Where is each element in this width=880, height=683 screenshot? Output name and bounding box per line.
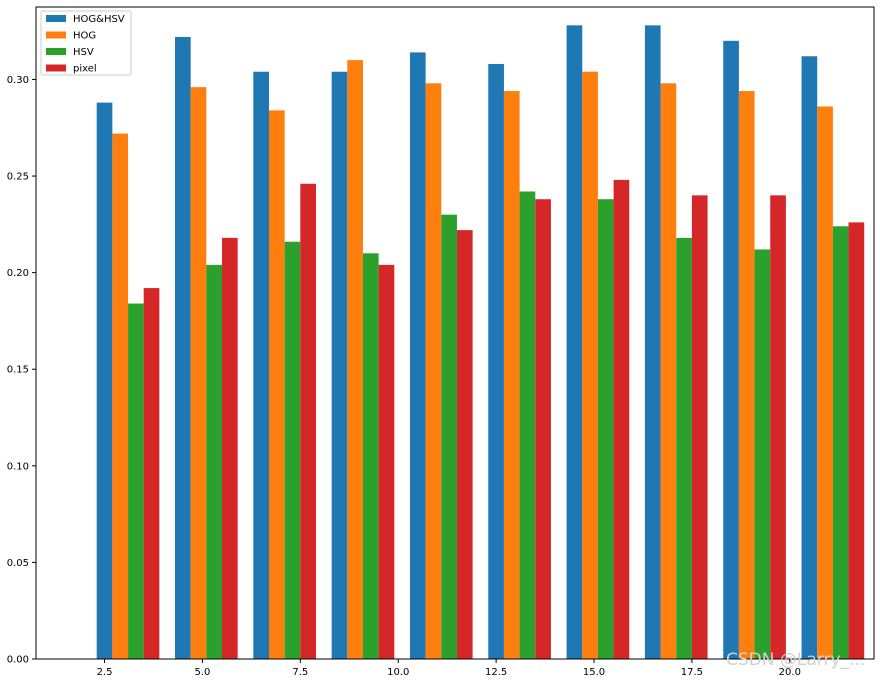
y-tick-label: 0.15: [7, 365, 29, 376]
x-axis: 2.5 5.0 7.5 10.0 12.5 15.0 17.5 20.0: [97, 659, 801, 678]
bar-pixel-10: [848, 222, 865, 659]
bar-pixel-8: [691, 195, 708, 659]
x-tick-label: 2.5: [97, 667, 113, 678]
x-tick-label: 17.5: [681, 667, 703, 678]
bar-hog-5: [425, 83, 442, 659]
y-tick-label: 0.25: [7, 172, 29, 183]
bar-hog-2: [190, 87, 207, 659]
x-tick-label: 5.0: [194, 667, 210, 678]
bar-hog-6: [503, 91, 520, 660]
bar-hsv-9: [754, 249, 771, 660]
x-tick-label: 12.5: [485, 667, 507, 678]
bar-pixel-7: [613, 179, 630, 659]
bars-group: [96, 25, 865, 660]
bar-hog-hsv-9: [723, 40, 739, 659]
bar-hog-hsv-4: [331, 71, 348, 659]
x-tick-label: 20.0: [779, 667, 801, 678]
bar-hog-9: [738, 91, 755, 660]
bar-hog-hsv-2: [175, 36, 191, 659]
bar-hog-1: [112, 133, 129, 659]
bar-hsv-7: [597, 199, 614, 660]
bar-hog-hsv-1: [96, 102, 113, 660]
y-tick-label: 0.00: [7, 655, 29, 666]
x-tick-label: 15.0: [583, 667, 605, 678]
y-tick-label: 0.05: [7, 558, 29, 569]
legend-label: HOG&HSV: [73, 14, 125, 25]
y-tick-label: 0.10: [7, 461, 29, 472]
y-tick-label: 0.20: [7, 268, 29, 279]
bar-pixel-6: [535, 199, 551, 660]
bar-hsv-10: [832, 226, 849, 659]
legend-box: [40, 10, 132, 76]
bar-hsv-1: [128, 303, 144, 659]
bar-hsv-2: [206, 264, 223, 659]
x-tick-label: 7.5: [292, 667, 308, 678]
legend-label: pixel: [73, 64, 97, 75]
bar-pixel-5: [456, 230, 473, 659]
bar-hsv-4: [362, 253, 379, 660]
bar-pixel-3: [300, 183, 316, 659]
legend: HOG&HSV HOG HSV pixel: [40, 10, 132, 76]
legend-swatch: [46, 64, 66, 72]
bar-hog-10: [817, 106, 833, 660]
bar-hog-hsv-10: [801, 56, 818, 660]
bar-pixel-2: [222, 237, 238, 659]
legend-swatch: [46, 48, 66, 55]
plot-frame: [35, 6, 875, 660]
bar-hog-hsv-6: [488, 63, 504, 660]
bar-hsv-3: [284, 241, 301, 659]
x-tick-label: 10.0: [387, 667, 409, 678]
legend-swatch: [46, 31, 66, 39]
bar-hog-hsv-3: [253, 71, 269, 659]
legend-label: HSV: [73, 47, 94, 58]
watermark-text: CSDN @Larry_...: [726, 650, 866, 670]
bar-hog-3: [268, 110, 285, 660]
bar-hog-hsv-5: [409, 52, 426, 660]
bar-pixel-4: [378, 264, 395, 659]
bar-pixel-1: [143, 288, 160, 659]
bar-hsv-5: [441, 214, 457, 659]
bar-hog-hsv-7: [566, 25, 583, 659]
bar-hsv-8: [676, 237, 692, 659]
bar-pixel-9: [770, 195, 786, 659]
y-axis: 0.00 0.05 0.10 0.15 0.20 0.25 0.30: [7, 75, 36, 666]
y-tick-label: 0.30: [7, 75, 29, 86]
bar-hog-7: [582, 71, 598, 659]
legend-label: HOG: [73, 31, 96, 42]
bar-hog-4: [347, 60, 363, 660]
legend-swatch: [46, 15, 66, 22]
bar-hog-8: [660, 83, 677, 659]
bar-hsv-6: [519, 191, 536, 659]
bar-hog-hsv-8: [644, 25, 661, 659]
